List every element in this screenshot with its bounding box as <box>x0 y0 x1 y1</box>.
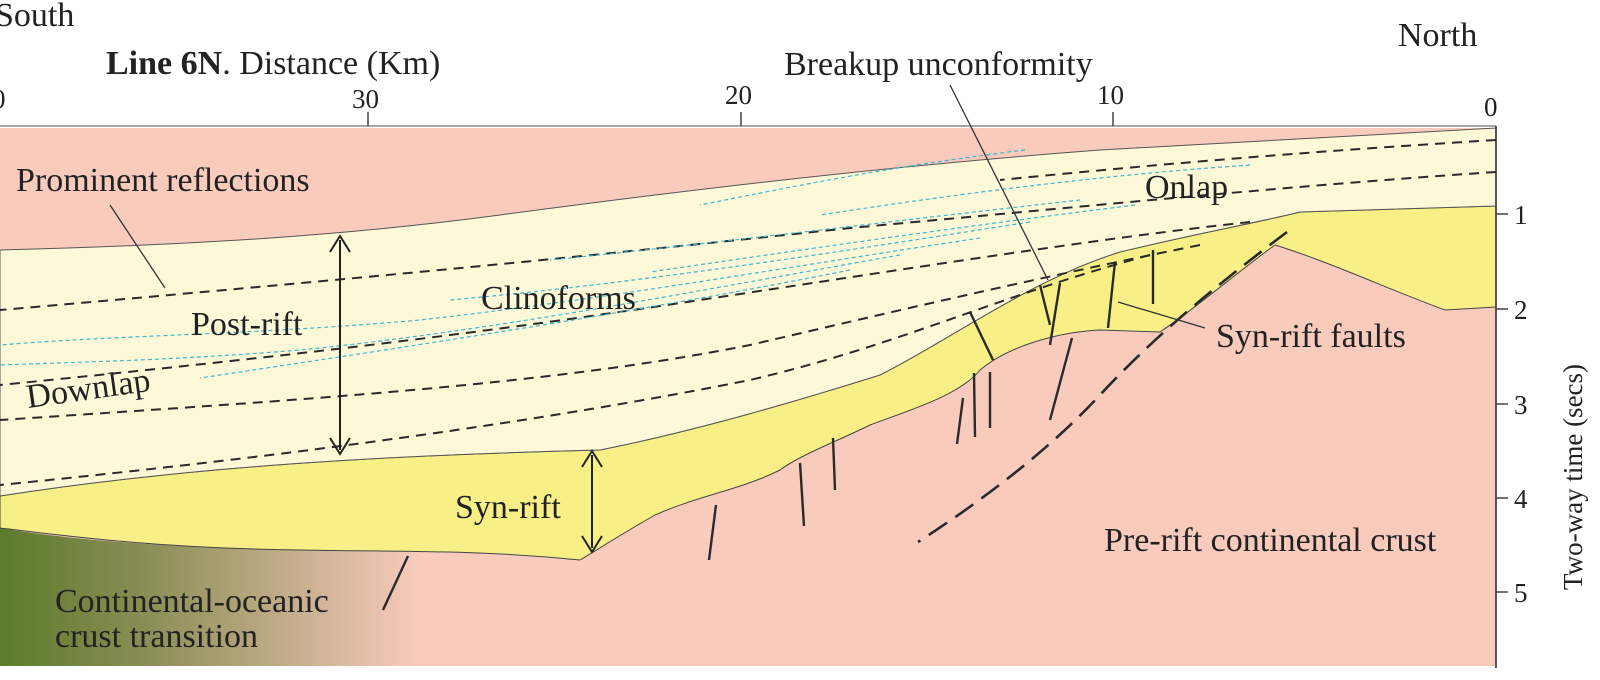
syn-rift-faults-leader <box>1117 301 1206 329</box>
horizon-4 <box>0 244 1201 421</box>
title-line-name: Line 6N <box>106 45 223 82</box>
top-tick-0-left: 0 <box>0 84 6 114</box>
horizon-3 <box>0 221 1251 386</box>
top-tick-0-right: 0 <box>1484 92 1498 122</box>
right-tick-2: 2 <box>1514 295 1528 325</box>
title-distance-unit: . Distance (Km) <box>222 45 440 82</box>
label-onlap: Onlap <box>1145 169 1228 206</box>
syn-rift-thickness-arrow <box>581 449 603 554</box>
top-tick-20: 20 <box>725 80 752 110</box>
label-clinoforms: Clinoforms <box>481 280 636 317</box>
diagram-title: Line 6N. Distance (Km) <box>106 45 440 82</box>
label-cot-line2: crust transition <box>55 618 258 655</box>
fault <box>707 504 718 561</box>
post-rift-thickness-arrow <box>329 234 351 456</box>
label-cot-line1: Continental-oceanic <box>55 583 329 620</box>
clinoform-reflection-8 <box>199 269 851 379</box>
post-rift-layer <box>0 127 1497 497</box>
direction-north: North <box>1398 17 1477 54</box>
fault <box>1038 284 1052 326</box>
top-tick-10: 10 <box>1097 80 1124 110</box>
right-axis-ticks <box>1496 213 1508 593</box>
right-tick-5: 5 <box>1514 578 1528 608</box>
fault <box>1048 337 1074 421</box>
horizon-2 <box>0 171 1497 311</box>
clinoform-reflection-2 <box>819 164 1251 216</box>
fault <box>1106 261 1117 329</box>
right-tick-4: 4 <box>1514 484 1528 514</box>
fault <box>831 437 837 491</box>
syn-rift-faults <box>381 250 1155 611</box>
top-axis-ticks <box>367 112 1114 126</box>
label-syn-rift: Syn-rift <box>455 489 561 526</box>
direction-south: South <box>0 0 74 34</box>
label-prominent-reflections: Prominent reflections <box>16 162 310 199</box>
fault <box>972 372 977 438</box>
horizon-1 <box>999 139 1497 181</box>
breakup-unconformity-leader <box>949 84 1049 281</box>
clinoform-reflection-1 <box>699 149 1026 206</box>
clinoform-reflection-7 <box>0 254 901 366</box>
fault <box>798 462 806 527</box>
label-pre-rift-crust: Pre-rift continental crust <box>1104 522 1437 559</box>
fault <box>968 311 995 361</box>
continental-oceanic-transition-zone <box>0 528 420 666</box>
label-syn-rift-faults: Syn-rift faults <box>1216 318 1406 355</box>
prominent-reflections-leader <box>109 204 166 289</box>
label-post-rift: Post-rift <box>191 306 303 343</box>
right-tick-1: 1 <box>1514 200 1528 230</box>
fault <box>955 397 965 445</box>
horizon-5 <box>0 254 1151 486</box>
fault <box>381 555 410 611</box>
right-tick-3: 3 <box>1514 390 1528 420</box>
clinoform-reflection-5 <box>449 221 1031 301</box>
prominent-reflection-horizons <box>0 139 1497 486</box>
clinoform-reflection-6 <box>0 237 981 346</box>
top-tick-30: 30 <box>352 84 379 114</box>
clinoform-reflections <box>0 149 1251 379</box>
detachment-fault <box>917 230 1288 544</box>
fault <box>1048 282 1062 346</box>
right-axis-label: Two-way time (secs) <box>1558 364 1588 590</box>
label-breakup-unconformity: Breakup unconformity <box>784 46 1093 83</box>
